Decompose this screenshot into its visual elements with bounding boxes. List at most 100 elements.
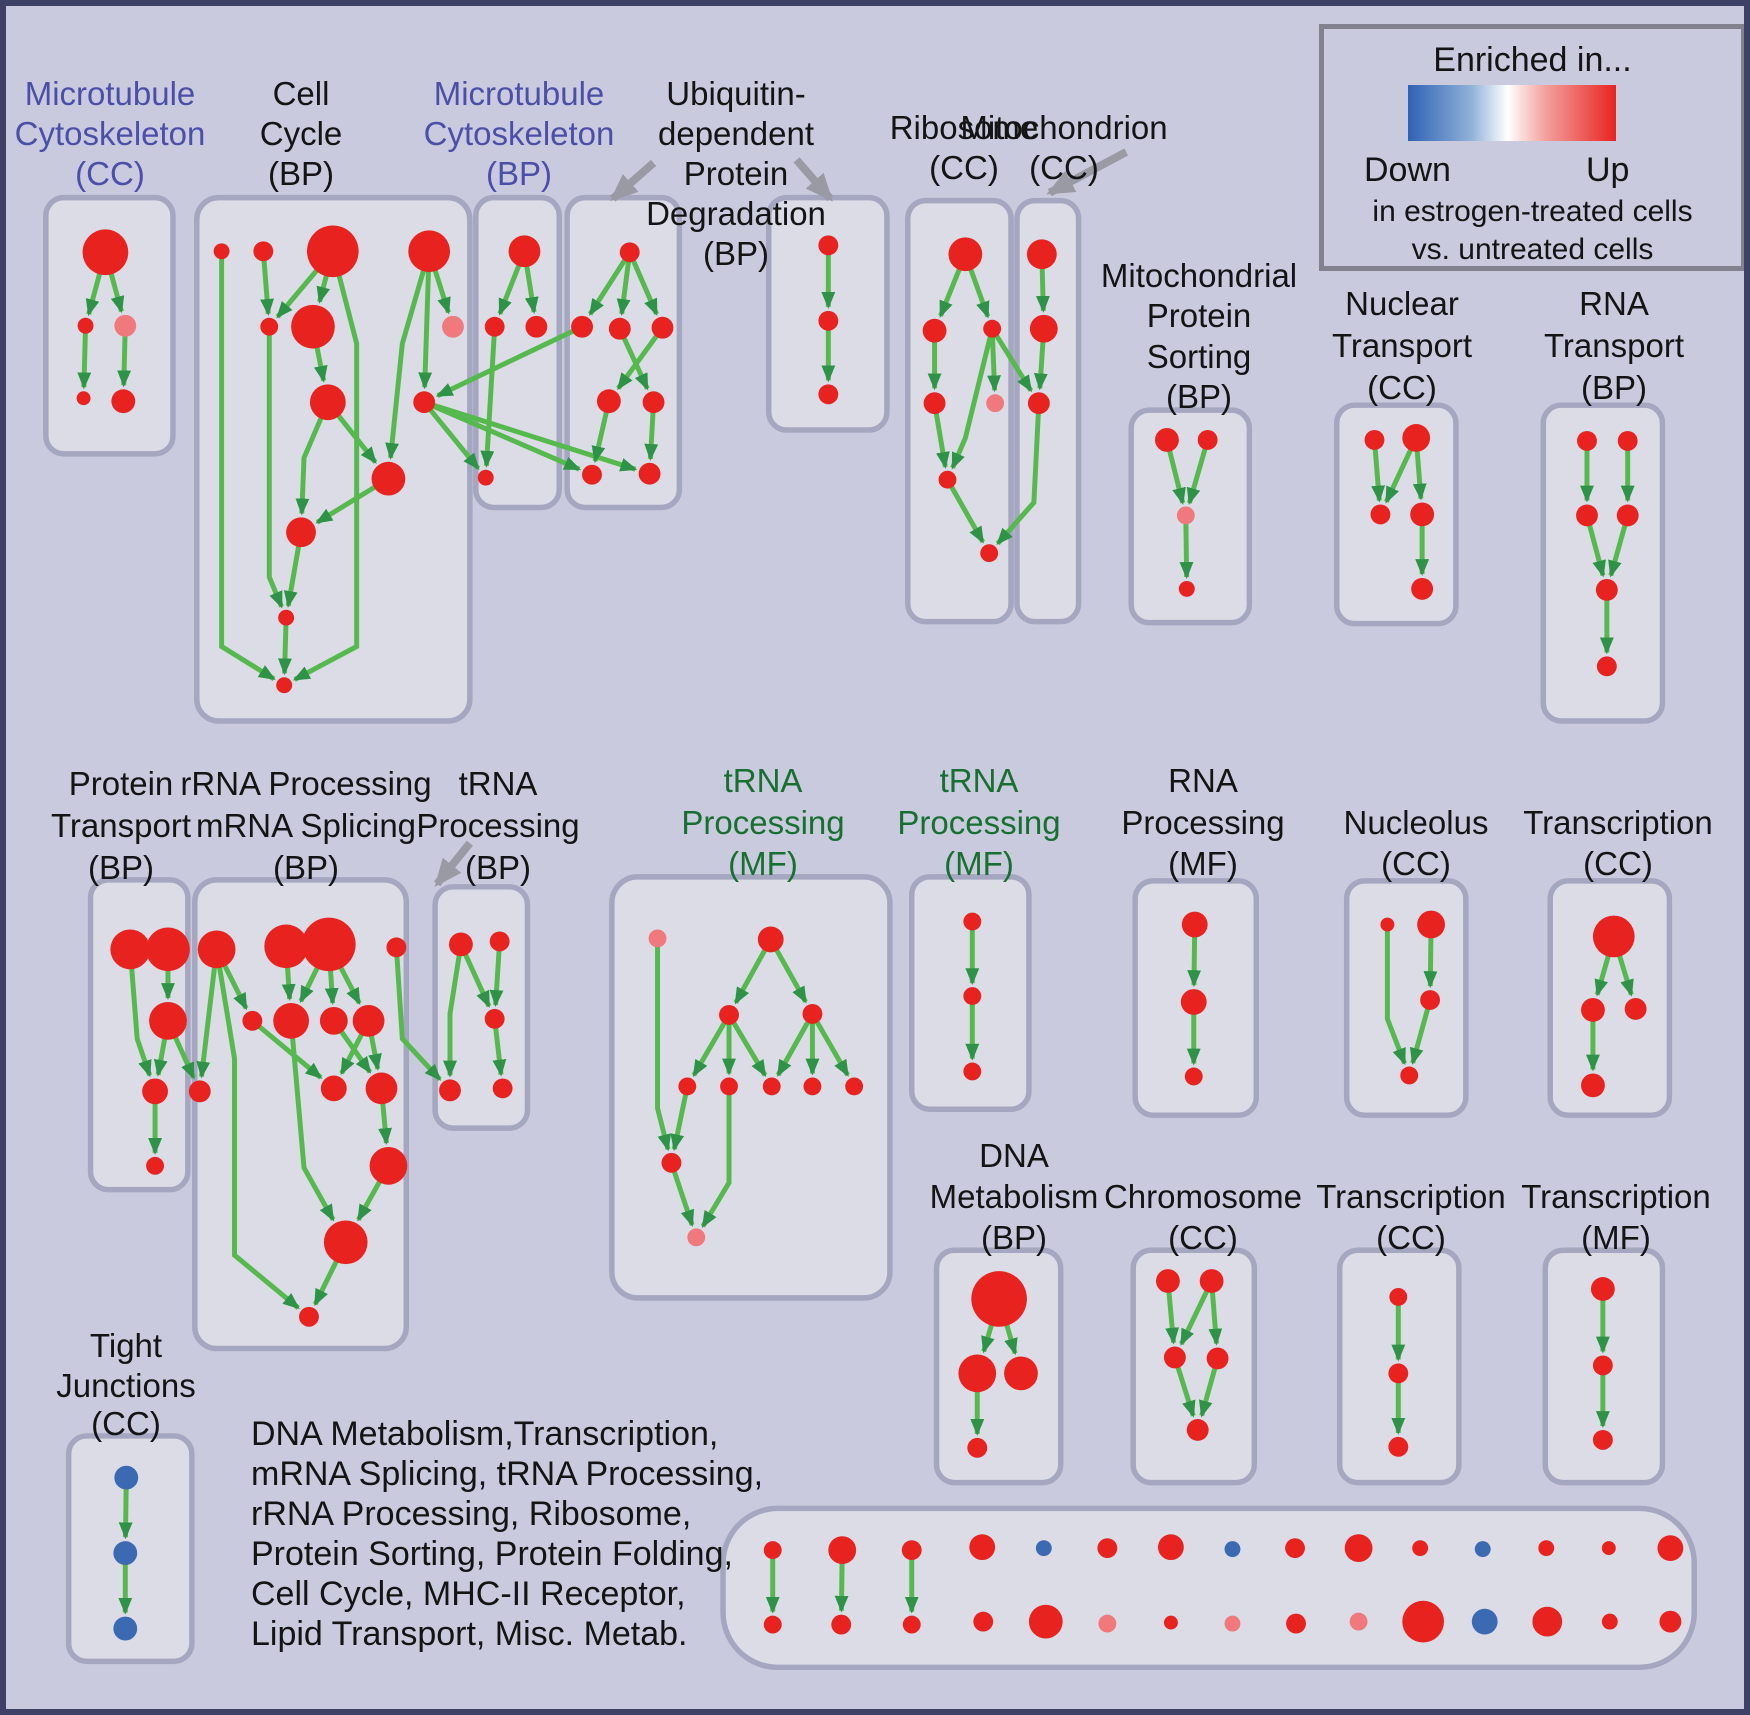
- legend-title: Enriched in...: [1433, 41, 1632, 79]
- go-term-node-q9: [320, 1075, 347, 1102]
- misc-annotation-line3: rRNA Processing, Ribosome,: [251, 1495, 692, 1533]
- go-term-node-st8a: [1224, 1541, 1241, 1558]
- cluster-label-ubiquitin-degradation-1-line1: Ubiquitin-: [666, 75, 806, 112]
- go-term-node-ub2: [608, 317, 631, 340]
- trna-bp-pointer-icon: [433, 840, 473, 887]
- edge-u1-to-u4: [443, 944, 464, 1078]
- go-term-node-z1: [1592, 915, 1635, 958]
- go-term-node-v11: [687, 1228, 706, 1247]
- go-term-node-st2b: [831, 1614, 852, 1635]
- go-term-node-m2: [1029, 314, 1058, 343]
- edge-u2-to-u3: [489, 941, 504, 1007]
- edge-v3-to-v7: [726, 1013, 768, 1078]
- cluster-box-mixed-strip: [720, 1505, 1697, 1671]
- legend-down-label: Down: [1364, 151, 1451, 189]
- cluster-box-transcription-cc-mid: [1547, 878, 1673, 1118]
- cluster-label-transcription-mf-line2: (MF): [1581, 1219, 1651, 1256]
- cluster-box-chromosome-cc: [1130, 1247, 1258, 1486]
- go-term-node-n2: [1402, 424, 1431, 452]
- cluster-box-nuclear-transport: [1334, 402, 1459, 627]
- edge-q1-to-p5x: [196, 949, 220, 1079]
- cluster-label-rna-transport-line2: Transport: [1544, 327, 1684, 364]
- go-term-node-q5: [242, 1010, 263, 1031]
- cluster-label-trna-mf-small-line3: (MF): [944, 845, 1014, 882]
- go-term-node-t1: [1577, 431, 1597, 451]
- go-network-diagram: [43, 148, 1697, 1671]
- go-term-node-n4: [1410, 502, 1435, 527]
- go-term-node-c1: [1156, 1269, 1180, 1293]
- edge-v5-to-v10: [670, 1085, 690, 1152]
- go-term-node-b3: [113, 1616, 138, 1641]
- edge-y3-to-y4: [1409, 999, 1433, 1065]
- edge-r3-to-r5: [987, 328, 1001, 393]
- go-term-node-st15b: [1659, 1610, 1682, 1633]
- go-term-node-z2: [1581, 998, 1605, 1022]
- go-term-node-t5: [1595, 578, 1618, 601]
- go-term-node-st12b: [1471, 1608, 1498, 1635]
- ubiquitin-left-pointer-icon: [609, 159, 657, 202]
- cluster-label-ubiquitin-degradation-1-line4: Degradation: [646, 195, 826, 232]
- go-term-node-t6: [1596, 656, 1617, 677]
- go-term-node-b2: [113, 1541, 138, 1566]
- go-term-node-u1: [449, 932, 473, 957]
- go-term-node-d1: [971, 1271, 1027, 1327]
- go-term-node-p6: [146, 1156, 165, 1175]
- cluster-label-dna-metabolism-line3: (BP): [981, 1219, 1047, 1256]
- go-term-node-st1b: [763, 1615, 782, 1634]
- edge-g3-to-g13: [292, 250, 360, 682]
- edge-s3-to-s4: [1179, 515, 1194, 579]
- go-term-node-a4: [477, 469, 494, 486]
- ubiquitin-right-pointer-icon: [793, 157, 834, 202]
- cluster-label-dna-metabolism-line1: DNA: [979, 1137, 1049, 1174]
- cluster-label-rna-processing-mf-line2: Processing: [1121, 804, 1285, 841]
- edge-g12-to-g13: [278, 617, 292, 676]
- edge-v3-to-v5: [691, 1013, 732, 1077]
- go-term-node-tm3: [1592, 1429, 1613, 1450]
- legend-subtitle-line1: in estrogen-treated cells: [1372, 195, 1693, 228]
- cluster-label-trna-mf-large-line1: tRNA: [723, 762, 803, 799]
- go-term-node-q2: [264, 924, 308, 969]
- go-term-node-g1: [213, 243, 230, 260]
- go-term-node-g4: [408, 230, 450, 273]
- cluster-label-cell-cycle-line2: Cycle: [259, 115, 343, 152]
- go-term-node-st2a: [828, 1536, 857, 1565]
- edge-q4-to-u4: [393, 947, 442, 1082]
- edge-ub1-to-ub2p: [588, 250, 632, 316]
- misc-annotation-line1: DNA Metabolism,Transcription,: [251, 1415, 719, 1453]
- go-term-node-u4: [439, 1079, 461, 1102]
- go-term-node-r4: [923, 392, 946, 415]
- go-term-node-x1: [1181, 911, 1208, 938]
- go-term-node-u2: [489, 931, 510, 952]
- go-term-node-p4: [142, 1078, 168, 1105]
- cluster-label-ubiquitin-degradation-1-line5: (BP): [703, 235, 769, 272]
- edge-ub2-to-ub5: [617, 327, 650, 391]
- misc-annotation: DNA Metabolism,Transcription, mRNA Splici…: [251, 1414, 763, 1654]
- cluster-label-transcription-cc-mid-line1: Transcription: [1523, 804, 1713, 841]
- go-term-node-y2: [1417, 910, 1445, 939]
- edge-r3-to-r6: [950, 328, 995, 470]
- cluster-box-microtubule-cc: [43, 194, 176, 457]
- cluster-label-mitochondrion-cc-line2: (CC): [1029, 149, 1099, 186]
- go-term-node-u5: [492, 1078, 513, 1099]
- go-term-node-st3a: [901, 1540, 922, 1561]
- cluster-label-trna-bp-line1: tRNA: [458, 765, 538, 802]
- cluster-label-protein-transport-line3: (BP): [88, 849, 154, 886]
- go-term-node-tm1: [1590, 1277, 1615, 1301]
- edge-s2-to-s3: [1186, 439, 1211, 505]
- go-term-node-q12: [323, 1220, 368, 1265]
- misc-annotation-line5: Cell Cycle, MHC-II Receptor,: [251, 1575, 686, 1613]
- edge-y1-to-y4: [1384, 924, 1407, 1066]
- cluster-label-trna-bp-line3: (BP): [465, 849, 531, 886]
- edge-mt2-to-mt4: [77, 325, 92, 390]
- go-term-node-g11: [286, 517, 316, 548]
- go-term-node-ud1: [818, 235, 839, 256]
- go-term-node-g5: [260, 317, 279, 336]
- cluster-label-microtubule-bp-line2: Cytoskeleton: [423, 115, 615, 152]
- edge-ub2p-to-g9: [435, 324, 584, 399]
- misc-annotation-line4: Protein Sorting, Protein Folding,: [251, 1535, 733, 1573]
- cluster-label-chromosome-cc-line1: Chromosome: [1103, 1178, 1303, 1215]
- go-term-node-st10b: [1349, 1612, 1368, 1631]
- go-term-node-st9a: [1285, 1538, 1305, 1559]
- go-term-node-mt2: [77, 317, 94, 334]
- go-term-node-st15a: [1657, 1535, 1684, 1562]
